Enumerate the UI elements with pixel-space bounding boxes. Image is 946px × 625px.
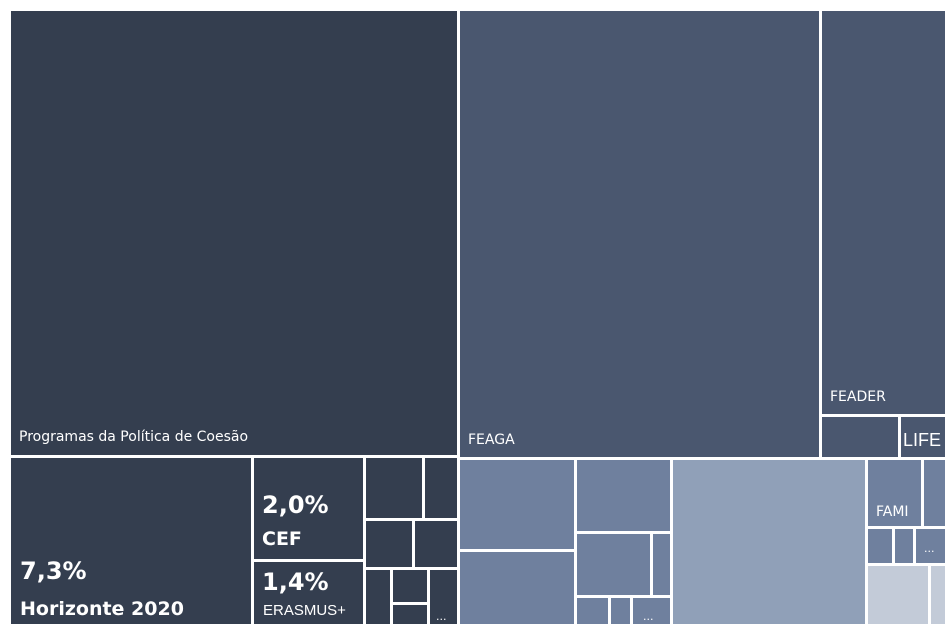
tile-erasmus[interactable] xyxy=(252,560,365,625)
tile-light-5[interactable] xyxy=(651,532,672,597)
tile-lightest-1[interactable] xyxy=(866,564,930,625)
tile-light-3[interactable] xyxy=(575,458,672,533)
label-more-dark: ... xyxy=(436,610,447,623)
label-horizon-name: Horizonte 2020 xyxy=(20,598,184,620)
label-feader: FEADER xyxy=(830,389,886,405)
tile-small-dark-2[interactable] xyxy=(423,456,459,520)
tile-right-2[interactable] xyxy=(866,527,894,565)
tile-small-dark-5[interactable] xyxy=(364,568,392,625)
tile-small-dark-1[interactable] xyxy=(364,456,424,520)
tile-light-2[interactable] xyxy=(458,550,576,625)
tile-right-1[interactable] xyxy=(922,458,946,528)
tile-cohesion[interactable] xyxy=(9,9,459,457)
label-more-right: ... xyxy=(924,542,935,555)
tile-light-more[interactable] xyxy=(631,596,672,625)
label-erasmus-value: 1,4% xyxy=(262,568,329,596)
tile-lightest-2[interactable] xyxy=(929,564,946,625)
label-cef-name: CEF xyxy=(262,528,302,550)
tile-feader[interactable] xyxy=(820,9,946,416)
label-fami: FAMI xyxy=(876,504,909,520)
tile-feaga[interactable] xyxy=(458,9,821,459)
label-feaga: FEAGA xyxy=(468,432,515,448)
tile-light-6[interactable] xyxy=(575,596,610,625)
label-erasmus-name: ERASMUS+ xyxy=(263,602,346,619)
tile-small-dark-4[interactable] xyxy=(413,519,459,569)
tile-light-4[interactable] xyxy=(575,532,652,597)
label-cef-value: 2,0% xyxy=(262,491,329,519)
tile-right-3[interactable] xyxy=(893,527,915,565)
label-more-light: ... xyxy=(643,610,654,623)
tile-horizon-2020[interactable] xyxy=(9,456,253,625)
tile-light-1[interactable] xyxy=(458,458,576,551)
tile-small-dark-7[interactable] xyxy=(391,603,429,625)
tile-lighter-large[interactable] xyxy=(671,458,867,625)
tile-small-dark-6[interactable] xyxy=(391,568,429,604)
tile-feader-small[interactable] xyxy=(820,415,900,459)
tile-life[interactable] xyxy=(899,415,946,459)
label-life: LIFE xyxy=(903,430,941,450)
tile-small-dark-3[interactable] xyxy=(364,519,414,569)
label-horizon-value: 7,3% xyxy=(20,557,87,585)
tile-fami[interactable] xyxy=(866,458,923,528)
label-cohesion: Programas da Política de Coesão xyxy=(19,429,248,445)
tile-light-7[interactable] xyxy=(609,596,632,625)
tile-cef[interactable] xyxy=(252,456,365,561)
